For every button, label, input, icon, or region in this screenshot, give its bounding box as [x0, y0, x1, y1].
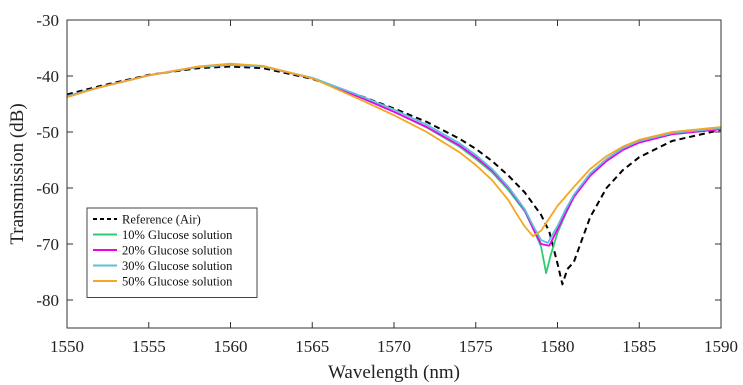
tick-labels: 1550 1555 1560 1565 1570 1575 1580 1585 1590 -30 -…	[36, 11, 738, 356]
y-tick-label: -40	[36, 67, 59, 86]
series-line-4	[66, 63, 722, 244]
legend-entry: 30% Glucose solution	[122, 259, 233, 273]
legend: Reference (Air)10% Glucose solution 20% G…	[86, 207, 258, 298]
y-tick-label: -30	[36, 11, 59, 30]
legend-entry: 10% Glucose solution	[122, 228, 233, 242]
y-tick-label: -50	[36, 123, 59, 142]
series-line-1	[66, 65, 722, 286]
x-tick-label: 1560	[214, 337, 248, 356]
legend-entry: 20% Glucose solution	[122, 244, 233, 258]
legend-box	[86, 207, 258, 298]
plot-area	[66, 62, 722, 286]
series-line-5	[66, 62, 722, 238]
axes	[66, 19, 722, 329]
x-tick-label: 1565	[295, 337, 329, 356]
x-tick-label: 1585	[622, 337, 656, 356]
x-tick-label: 1580	[541, 337, 575, 356]
y-axis-label: Transmission (dB)	[7, 103, 28, 244]
x-tick-label: 1555	[132, 337, 166, 356]
x-tick-label: 1550	[50, 337, 84, 356]
y-tick-label: -80	[36, 291, 59, 310]
y-tick-label: -70	[36, 235, 59, 254]
x-tick-label: 1570	[377, 337, 411, 356]
y-tick-label: -60	[36, 179, 59, 198]
legend-entry: 50% Glucose solution	[122, 275, 233, 289]
x-tick-label: 1590	[704, 337, 738, 356]
x-axis-label: Wavelength (nm)	[328, 362, 460, 383]
legend-entry: Reference (Air)	[122, 213, 201, 227]
x-tick-label: 1575	[459, 337, 493, 356]
